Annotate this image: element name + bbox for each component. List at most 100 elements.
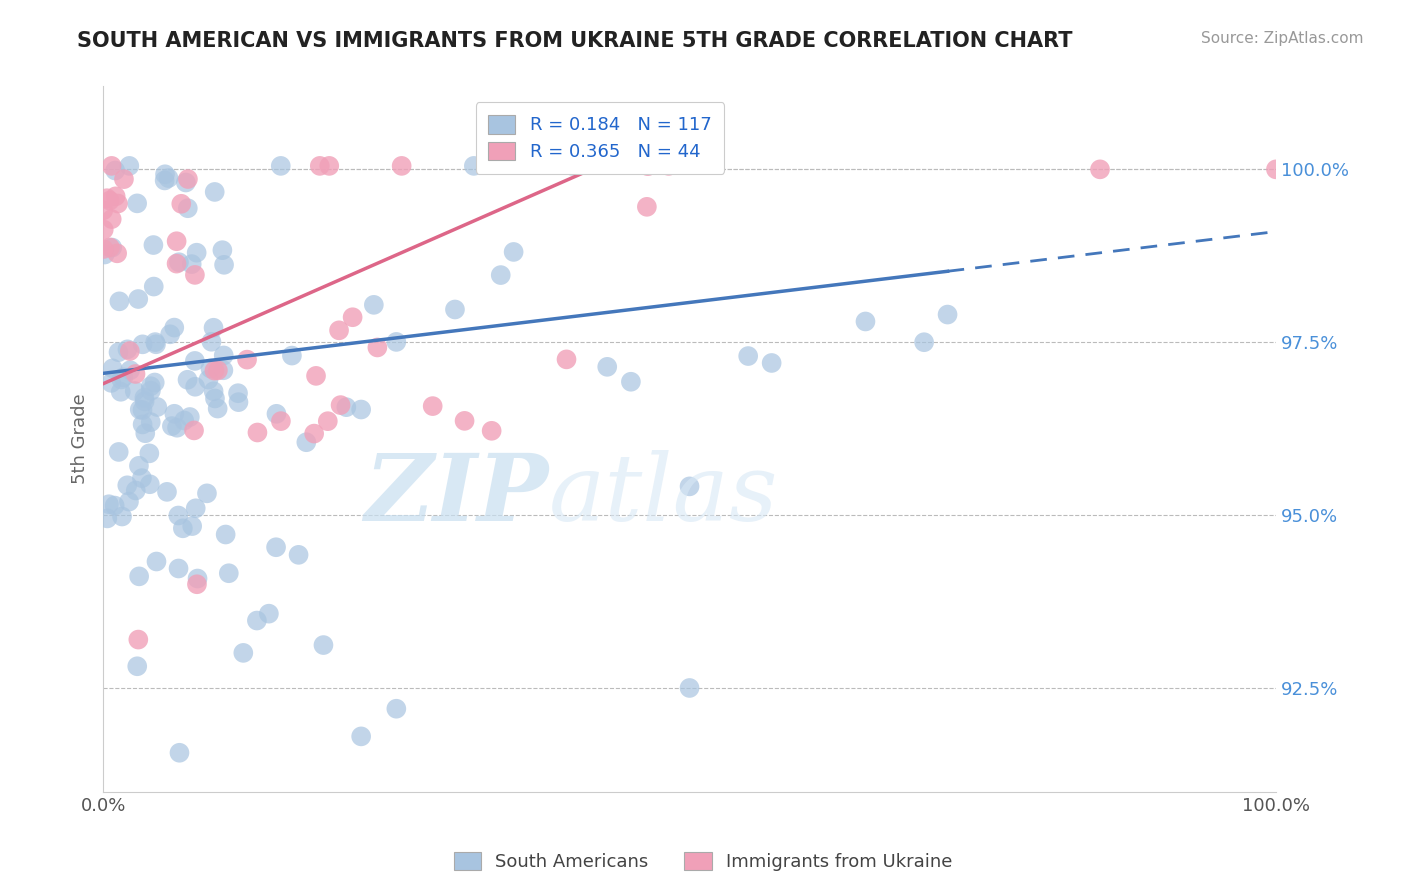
Point: [100, 212, 122, 227]
Point: [118, 159, 141, 173]
Point: [463, 159, 485, 173]
Point: [207, 363, 229, 377]
Point: [658, 159, 681, 173]
Point: [127, 196, 149, 211]
Point: [159, 327, 181, 342]
Point: [181, 519, 204, 533]
Point: [98, 194, 121, 208]
Point: [363, 298, 385, 312]
Point: [1265, 162, 1288, 177]
Point: [112, 370, 135, 384]
Point: [620, 375, 643, 389]
Point: [118, 494, 141, 508]
Point: [93, 242, 115, 256]
Point: [385, 702, 408, 716]
Point: [153, 167, 176, 181]
Point: [107, 345, 129, 359]
Point: [139, 415, 162, 429]
Point: [107, 445, 129, 459]
Point: [97, 497, 120, 511]
Point: [318, 159, 340, 173]
Point: [212, 258, 235, 272]
Point: [170, 196, 193, 211]
Point: [173, 413, 195, 427]
Point: [912, 335, 935, 350]
Point: [104, 499, 127, 513]
Text: SOUTH AMERICAN VS IMMIGRANTS FROM UKRAINE 5TH GRADE CORRELATION CHART: SOUTH AMERICAN VS IMMIGRANTS FROM UKRAIN…: [77, 31, 1073, 51]
Point: [636, 200, 658, 214]
Point: [134, 426, 156, 441]
Point: [166, 421, 188, 435]
Point: [101, 361, 124, 376]
Point: [104, 189, 127, 203]
Point: [128, 458, 150, 473]
Point: [180, 257, 202, 271]
Point: [167, 561, 190, 575]
Point: [176, 373, 198, 387]
Point: [110, 372, 132, 386]
Point: [561, 159, 583, 173]
Point: [342, 310, 364, 325]
Point: [200, 361, 222, 376]
Point: [91, 203, 114, 218]
Point: [128, 402, 150, 417]
Point: [295, 435, 318, 450]
Point: [308, 159, 330, 173]
Point: [163, 407, 186, 421]
Point: [183, 424, 205, 438]
Point: [202, 384, 225, 399]
Point: [101, 241, 124, 255]
Point: [211, 243, 233, 257]
Point: [184, 354, 207, 368]
Point: [143, 376, 166, 390]
Point: [270, 159, 292, 173]
Point: [422, 399, 444, 413]
Point: [107, 196, 129, 211]
Point: [117, 343, 139, 357]
Point: [166, 257, 188, 271]
Point: [134, 394, 156, 409]
Point: [246, 425, 269, 440]
Point: [232, 646, 254, 660]
Point: [489, 268, 512, 282]
Point: [678, 681, 700, 695]
Point: [555, 352, 578, 367]
Point: [350, 402, 373, 417]
Point: [145, 337, 167, 351]
Point: [453, 414, 475, 428]
Point: [127, 292, 149, 306]
Point: [204, 392, 226, 406]
Point: [127, 659, 149, 673]
Point: [761, 356, 783, 370]
Point: [131, 471, 153, 485]
Point: [169, 746, 191, 760]
Point: [281, 349, 304, 363]
Point: [184, 380, 207, 394]
Point: [96, 191, 118, 205]
Point: [153, 173, 176, 187]
Point: [167, 255, 190, 269]
Point: [444, 302, 467, 317]
Point: [139, 477, 162, 491]
Point: [127, 632, 149, 647]
Point: [142, 238, 165, 252]
Point: [131, 403, 153, 417]
Legend: South Americans, Immigrants from Ukraine: South Americans, Immigrants from Ukraine: [446, 845, 960, 879]
Point: [214, 527, 236, 541]
Point: [212, 363, 235, 377]
Point: [108, 294, 131, 309]
Point: [156, 484, 179, 499]
Point: [145, 554, 167, 568]
Point: [125, 483, 148, 498]
Point: [186, 245, 208, 260]
Point: [157, 171, 180, 186]
Point: [146, 400, 169, 414]
Text: ZIP: ZIP: [364, 450, 548, 541]
Point: [124, 367, 146, 381]
Point: [202, 363, 225, 377]
Point: [131, 417, 153, 432]
Point: [118, 344, 141, 359]
Point: [93, 222, 115, 236]
Point: [166, 234, 188, 248]
Point: [128, 569, 150, 583]
